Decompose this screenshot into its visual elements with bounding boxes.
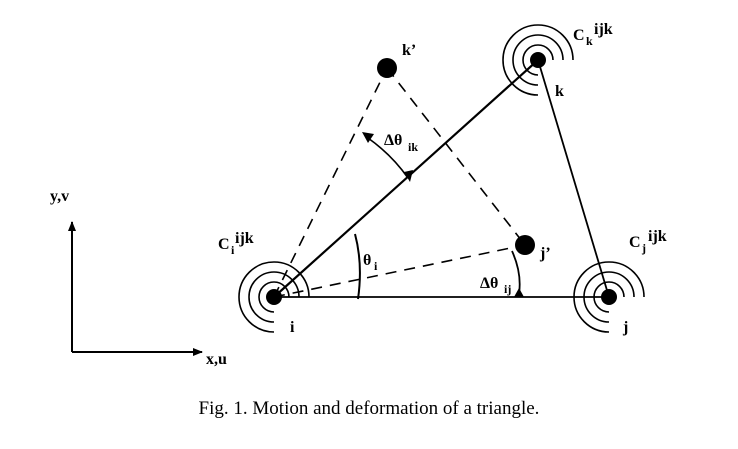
spring-j-icon <box>573 261 645 333</box>
figure-caption: Fig. 1. Motion and deformation of a tria… <box>199 398 540 419</box>
delta-theta-ij-arrowhead <box>514 288 524 297</box>
svg-text:Δθ: Δθ <box>384 132 402 149</box>
dashed-edge-i-kprime <box>273 67 388 298</box>
dashed-edge-kprime-jprime <box>386 67 526 246</box>
svg-text:ijk: ijk <box>594 21 613 38</box>
svg-text:i: i <box>374 259 378 273</box>
node-i-label: i <box>290 319 295 336</box>
theta-i-label: θ i <box>363 252 378 273</box>
svg-text:ijk: ijk <box>235 230 254 247</box>
svg-text:k: k <box>586 34 593 48</box>
svg-text:C: C <box>629 234 641 251</box>
node-k-label: k <box>555 83 564 100</box>
spring-i-icon <box>238 261 310 333</box>
node-k <box>530 52 546 68</box>
delta-theta-ik-arrowhead <box>362 132 374 143</box>
svg-text:θ: θ <box>363 252 371 269</box>
node-j-label: j <box>622 319 628 336</box>
delta-theta-ik-label: Δθ ik <box>384 132 418 154</box>
svg-text:Δθ: Δθ <box>480 275 498 292</box>
dashed-edge-i-jprime <box>273 244 526 298</box>
y-axis-label: y,v <box>50 188 69 205</box>
svg-text:j: j <box>641 241 646 255</box>
node-i <box>266 289 282 305</box>
svg-text:ijk: ijk <box>648 228 667 245</box>
node-k-prime <box>377 58 397 78</box>
theta-i-arc <box>354 233 361 300</box>
svg-text:C: C <box>218 236 230 253</box>
delta-theta-ij-label: Δθ ij <box>480 275 511 296</box>
node-j <box>601 289 617 305</box>
x-axis-label: x,u <box>206 351 227 368</box>
delta-theta-ik-arrowhead-end <box>404 170 413 182</box>
spring-i-label: C i ijk <box>218 230 254 257</box>
svg-text:i: i <box>231 243 235 257</box>
svg-text:ik: ik <box>408 140 418 154</box>
delta-theta-ij-arc <box>511 250 521 295</box>
svg-text:C: C <box>573 27 585 44</box>
edge-k-j <box>537 59 610 298</box>
node-k-prime-label: k’ <box>402 42 416 59</box>
spring-j-label: C j ijk <box>629 228 667 255</box>
edge-i-k <box>273 59 539 298</box>
svg-text:ij: ij <box>504 282 511 296</box>
spring-k-icon <box>502 24 574 96</box>
node-j-prime-label: j’ <box>539 245 551 262</box>
delta-theta-ik-arc <box>367 137 409 179</box>
spring-k-label: C k ijk <box>573 21 613 48</box>
node-j-prime <box>515 235 535 255</box>
